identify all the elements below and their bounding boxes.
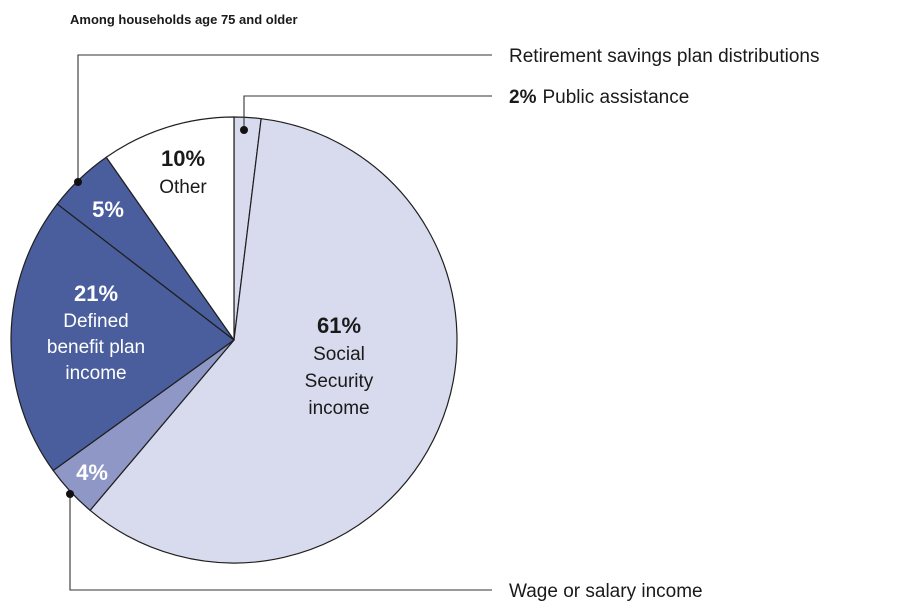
label-name-social-security-line3: income: [308, 398, 369, 419]
inner-labels: 10% Other 5% 21% Defined benefit plan in…: [47, 146, 374, 485]
label-name-social-security-line2: Security: [305, 371, 374, 392]
label-pct-defined-benefit: 21%: [74, 281, 118, 306]
slice-social-security: [89, 118, 458, 564]
label-pct-wage-salary: 4%: [76, 460, 108, 485]
label-pct-retirement-savings: 5%: [92, 197, 124, 222]
chart-subtitle: Among households age 75 and older: [70, 12, 298, 27]
callout-leaders: [66, 54, 492, 591]
leader-dot-wage: [66, 490, 74, 498]
label-name-defined-benefit-line1: Defined: [63, 311, 129, 332]
slice-defined-benefit: [10, 203, 235, 472]
leader-dot-retirement: [74, 178, 82, 186]
slice-other: [105, 116, 235, 341]
leader-line-public-assistance: [243, 95, 492, 130]
leader-dot-public-assistance: [240, 126, 248, 134]
callout-wage-salary: Wage or salary income: [509, 581, 703, 602]
label-name-defined-benefit-line3: income: [65, 363, 126, 384]
pie-slices: [10, 116, 458, 564]
leader-line-wage: [69, 494, 492, 591]
callout-public-assistance: 2% Public assistance: [509, 87, 689, 108]
callout-retirement-savings: Retirement savings plan distributions: [509, 46, 820, 67]
label-pct-social-security: 61%: [317, 313, 361, 338]
label-pct-other: 10%: [161, 146, 205, 171]
callout-public-assistance-pct: 2%: [509, 87, 537, 108]
leader-line-retirement: [77, 54, 492, 182]
label-name-social-security-line1: Social: [313, 344, 365, 365]
label-name-defined-benefit-line2: benefit plan: [47, 337, 145, 358]
label-name-other: Other: [159, 177, 207, 198]
callout-public-assistance-name: Public assistance: [542, 87, 689, 108]
